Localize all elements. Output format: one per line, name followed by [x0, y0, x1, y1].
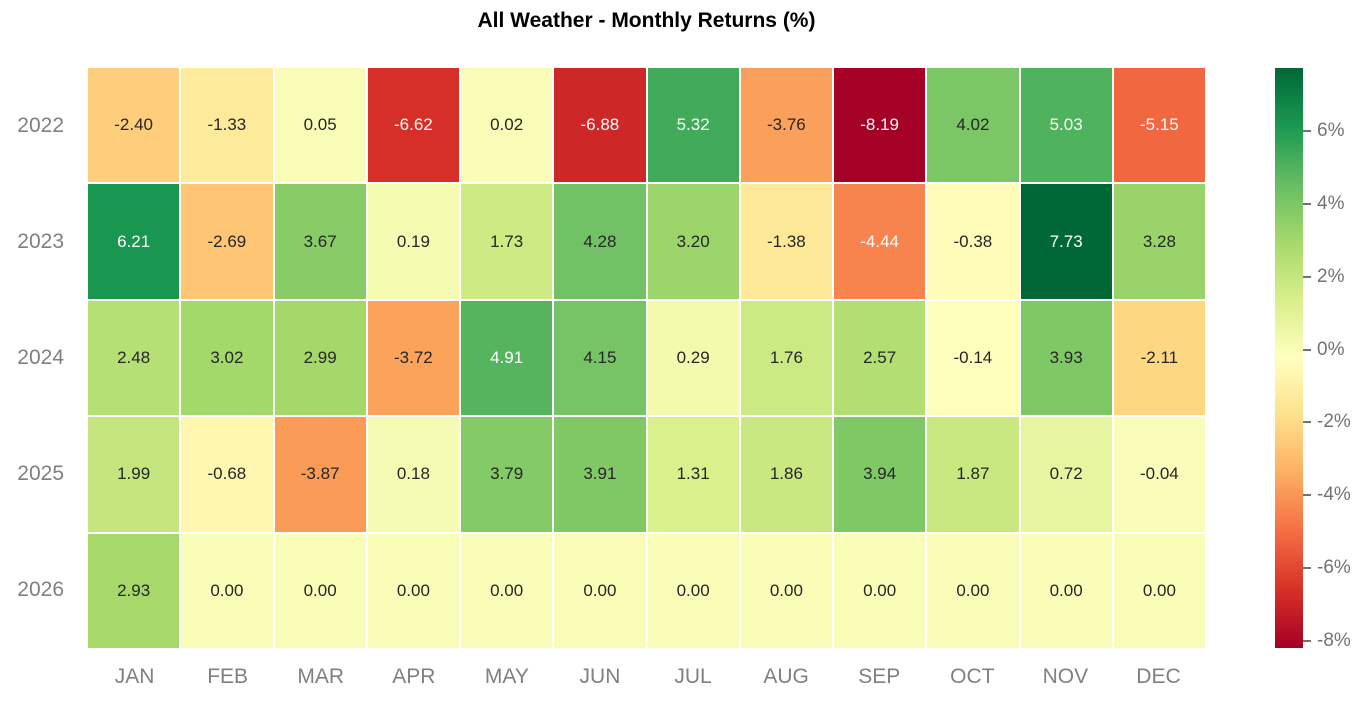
heatmap-cell: -5.15 — [1113, 68, 1205, 183]
y-axis-label: 2026 — [17, 578, 64, 601]
x-axis-label: AUG — [763, 665, 809, 688]
heatmap-cell: -6.62 — [367, 68, 459, 183]
x-axis-label: NOV — [1042, 665, 1089, 688]
heatmap-cell: 0.02 — [461, 68, 553, 183]
heatmap-cell: 0.00 — [834, 533, 926, 648]
heatmap-cell: 1.73 — [461, 184, 553, 299]
x-axis-label: MAY — [484, 665, 529, 688]
x-axis-label: APR — [392, 665, 436, 688]
colorbar-tick-label: -8% — [1317, 630, 1351, 652]
heatmap-cell: 3.79 — [461, 417, 553, 532]
heatmap-cell: 0.05 — [274, 68, 366, 183]
heatmap-cell: 0.00 — [461, 533, 553, 648]
x-axis-label: JUN — [579, 665, 621, 688]
heatmap-cell: 7.73 — [1020, 184, 1112, 299]
heatmap-cell: 2.99 — [274, 300, 366, 416]
heatmap-cell: 3.67 — [274, 184, 366, 299]
heatmap-cell: 0.00 — [740, 533, 832, 648]
heatmap-cell: -3.76 — [740, 68, 832, 183]
colorbar-tick-mark — [1303, 640, 1311, 643]
heatmap-cell: -4.44 — [834, 184, 926, 299]
heatmap-cell: 4.91 — [461, 300, 553, 416]
heatmap-cell: 4.15 — [554, 300, 646, 416]
heatmap-cell: 3.20 — [647, 184, 739, 299]
heatmap-cell: 1.87 — [927, 417, 1019, 532]
colorbar-tick-label: 2% — [1317, 265, 1345, 287]
heatmap-cell: 0.00 — [1020, 533, 1112, 648]
colorbar-tick-mark — [1303, 494, 1311, 497]
y-axis-label: 2025 — [17, 462, 64, 485]
colorbar-tick-mark — [1303, 130, 1311, 133]
colorbar-tick-label: 0% — [1317, 338, 1345, 360]
heatmap-cell: 2.48 — [88, 300, 180, 416]
heatmap-cell: 0.00 — [647, 533, 739, 648]
heatmap-cell: 2.93 — [88, 533, 180, 648]
heatmap-cell: 0.00 — [367, 533, 459, 648]
heatmap-cell: -8.19 — [834, 68, 926, 183]
heatmap-cell: 3.91 — [554, 417, 646, 532]
colorbar-gradient — [1275, 68, 1303, 648]
heatmap-cell: 1.86 — [740, 417, 832, 532]
heatmap-cell: 3.28 — [1113, 184, 1205, 299]
heatmap-cell: -2.11 — [1113, 300, 1205, 416]
chart-title: All Weather - Monthly Returns (%) — [477, 9, 816, 32]
heatmap-cell: -3.87 — [274, 417, 366, 532]
colorbar-tick-mark — [1303, 421, 1311, 424]
heatmap-cell: 0.72 — [1020, 417, 1112, 532]
heatmap-cell: 0.00 — [1113, 533, 1205, 648]
heatmap-cell: -6.88 — [554, 68, 646, 183]
heatmap-cell: 0.19 — [367, 184, 459, 299]
x-axis-label: FEB — [207, 665, 249, 688]
x-axis-label: JUL — [674, 665, 712, 688]
heatmap-cell: -3.72 — [367, 300, 459, 416]
x-axis-labels: JAN FEB MAR APR MAY JUN JUL AUG SEP OCT NOV DEC — [88, 648, 1205, 706]
heatmap-cell: -1.38 — [740, 184, 832, 299]
heatmap-cell: -0.68 — [181, 417, 273, 532]
heatmap-cell: -2.40 — [88, 68, 180, 183]
heatmap-cell: 5.32 — [647, 68, 739, 183]
colorbar-tick-label: 6% — [1317, 120, 1345, 142]
heatmap-cell: 0.18 — [367, 417, 459, 532]
colorbar-tick-mark — [1303, 275, 1311, 278]
heatmap-cell: -2.69 — [181, 184, 273, 299]
heatmap-cell: 6.21 — [88, 184, 180, 299]
heatmap-cell: 1.99 — [88, 417, 180, 532]
x-axis-label: MAR — [297, 665, 345, 688]
heatmap-cell: 0.29 — [647, 300, 739, 416]
heatmap-cell: -0.14 — [927, 300, 1019, 416]
heatmap-cell: 3.94 — [834, 417, 926, 532]
heatmap-cell: 4.28 — [554, 184, 646, 299]
colorbar-tick-mark — [1303, 202, 1311, 205]
heatmap-cell: -1.33 — [181, 68, 273, 183]
colorbar-tick-label: -4% — [1317, 484, 1351, 506]
heatmap-grid: -2.40 -1.33 0.05 -6.62 0.02 -6.88 5.32 -3.76 -8.… — [88, 68, 1205, 648]
x-axis-label: DEC — [1136, 665, 1181, 688]
colorbar-tick-mark — [1303, 348, 1311, 351]
y-axis-label: 2024 — [17, 346, 64, 369]
heatmap-cell: 0.00 — [927, 533, 1019, 648]
x-axis-label: SEP — [858, 665, 901, 688]
colorbar-tick-label: 4% — [1317, 192, 1345, 214]
heatmap-cell: 1.76 — [740, 300, 832, 416]
colorbar-tick-mark — [1303, 567, 1311, 570]
x-axis-label: OCT — [950, 665, 995, 688]
heatmap-cell: -0.04 — [1113, 417, 1205, 532]
heatmap-cell: 4.02 — [927, 68, 1019, 183]
heatmap-cell: -0.38 — [927, 184, 1019, 299]
heatmap-cell: 2.57 — [834, 300, 926, 416]
heatmap-cell: 0.00 — [554, 533, 646, 648]
heatmap-cell: 3.93 — [1020, 300, 1112, 416]
y-axis-label: 2022 — [17, 114, 64, 137]
colorbar-tick-label: -6% — [1317, 557, 1351, 579]
x-axis-label: JAN — [114, 665, 155, 688]
heatmap-cell: 5.03 — [1020, 68, 1112, 183]
heatmap-cell: 3.02 — [181, 300, 273, 416]
y-axis-label: 2023 — [17, 230, 64, 253]
colorbar-tick-label: -2% — [1317, 411, 1351, 433]
heatmap-cell: 1.31 — [647, 417, 739, 532]
heatmap-cell: 0.00 — [274, 533, 366, 648]
heatmap-cell: 0.00 — [181, 533, 273, 648]
